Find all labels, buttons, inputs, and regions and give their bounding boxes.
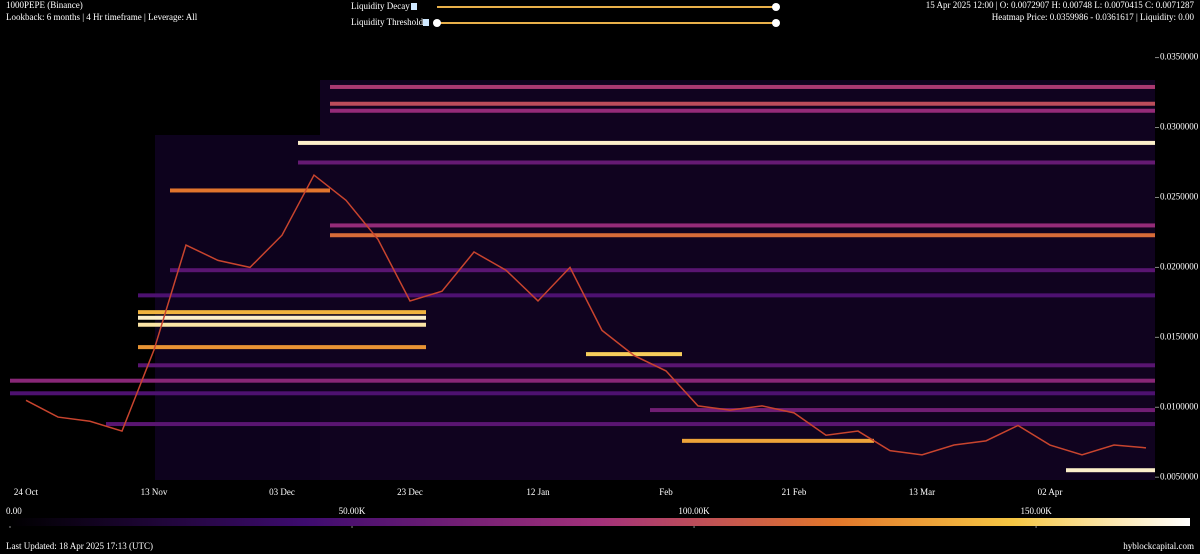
slider-knob[interactable] bbox=[772, 3, 780, 11]
slider-knob[interactable] bbox=[772, 19, 780, 27]
y-tick-label: 0.0150000 bbox=[1160, 331, 1199, 341]
ohlc-info: 15 Apr 2025 12:00 | O: 0.0072907 H: 0.00… bbox=[926, 0, 1195, 10]
colorbar-label: 0.00 bbox=[6, 506, 22, 516]
heatmap-background bbox=[320, 80, 1155, 480]
slider-icon bbox=[423, 19, 429, 26]
liquidity-band bbox=[170, 188, 330, 193]
colorbar-label: 100.00K bbox=[678, 506, 710, 516]
liquidity-band bbox=[1066, 468, 1155, 473]
liquidity-band bbox=[682, 438, 874, 443]
colorbar-label: 150.00K bbox=[1020, 506, 1052, 516]
x-tick-label: 23 Dec bbox=[397, 487, 423, 497]
liquidity-band bbox=[330, 84, 1155, 89]
liquidity-band bbox=[138, 310, 426, 315]
y-tick-label: 0.0350000 bbox=[1160, 52, 1199, 62]
x-tick-label: 13 Mar bbox=[909, 487, 935, 497]
slider-knob[interactable] bbox=[433, 19, 441, 27]
liquidity-band bbox=[330, 223, 1155, 228]
colorbar-label: 50.00K bbox=[339, 506, 366, 516]
x-tick-label: 02 Apr bbox=[1038, 487, 1063, 497]
y-tick-label: 0.0100000 bbox=[1160, 401, 1199, 411]
x-tick-label: 13 Nov bbox=[141, 487, 168, 497]
price-line bbox=[25, 173, 1147, 456]
liquidity-band bbox=[650, 408, 1155, 413]
liquidity-band bbox=[10, 378, 1155, 383]
liquidity-band bbox=[330, 108, 1155, 113]
x-tick-label: 12 Jan bbox=[526, 487, 550, 497]
x-tick-label: Feb bbox=[659, 487, 673, 497]
liquidity-band bbox=[10, 391, 1155, 396]
settings: Lookback: 6 months | 4 Hr timeframe | Le… bbox=[6, 12, 198, 22]
heatmap-background bbox=[155, 135, 320, 480]
liquidity-band bbox=[138, 363, 1155, 368]
heatmap-info: Heatmap Price: 0.0359986 - 0.0361617 | L… bbox=[992, 12, 1195, 22]
x-tick-label: 21 Feb bbox=[782, 487, 807, 497]
liquidity-band bbox=[586, 352, 682, 357]
y-tick-label: 0.0200000 bbox=[1160, 261, 1199, 271]
liquidity-band bbox=[330, 233, 1155, 238]
x-tick-label: 24 Oct bbox=[14, 487, 39, 497]
slider-icon bbox=[411, 3, 417, 10]
liquidity-band bbox=[138, 315, 426, 320]
liquidity-band bbox=[330, 101, 1155, 106]
site: hyblockcapital.com bbox=[1123, 541, 1194, 551]
liquidity-band bbox=[138, 293, 1155, 298]
y-tick-label: 0.0300000 bbox=[1160, 122, 1199, 132]
liquidity-band bbox=[106, 422, 1155, 427]
last-updated: Last Updated: 18 Apr 2025 17:13 (UTC) bbox=[6, 541, 153, 551]
slider-label: Liquidity Threshold bbox=[351, 17, 424, 27]
liquidity-band bbox=[298, 160, 1155, 165]
colorbar bbox=[10, 518, 1190, 526]
liquidity-band bbox=[138, 322, 426, 327]
y-tick-label: 0.0050000 bbox=[1160, 471, 1199, 481]
slider-label: Liquidity Decay bbox=[351, 1, 410, 11]
symbol: 1000PEPE (Binance) bbox=[6, 0, 83, 10]
x-tick-label: 03 Dec bbox=[269, 487, 295, 497]
y-tick-label: 0.0250000 bbox=[1160, 192, 1199, 202]
liquidity-band bbox=[298, 140, 1155, 145]
liquidity-band bbox=[170, 268, 1155, 273]
liquidity-band bbox=[138, 345, 426, 350]
